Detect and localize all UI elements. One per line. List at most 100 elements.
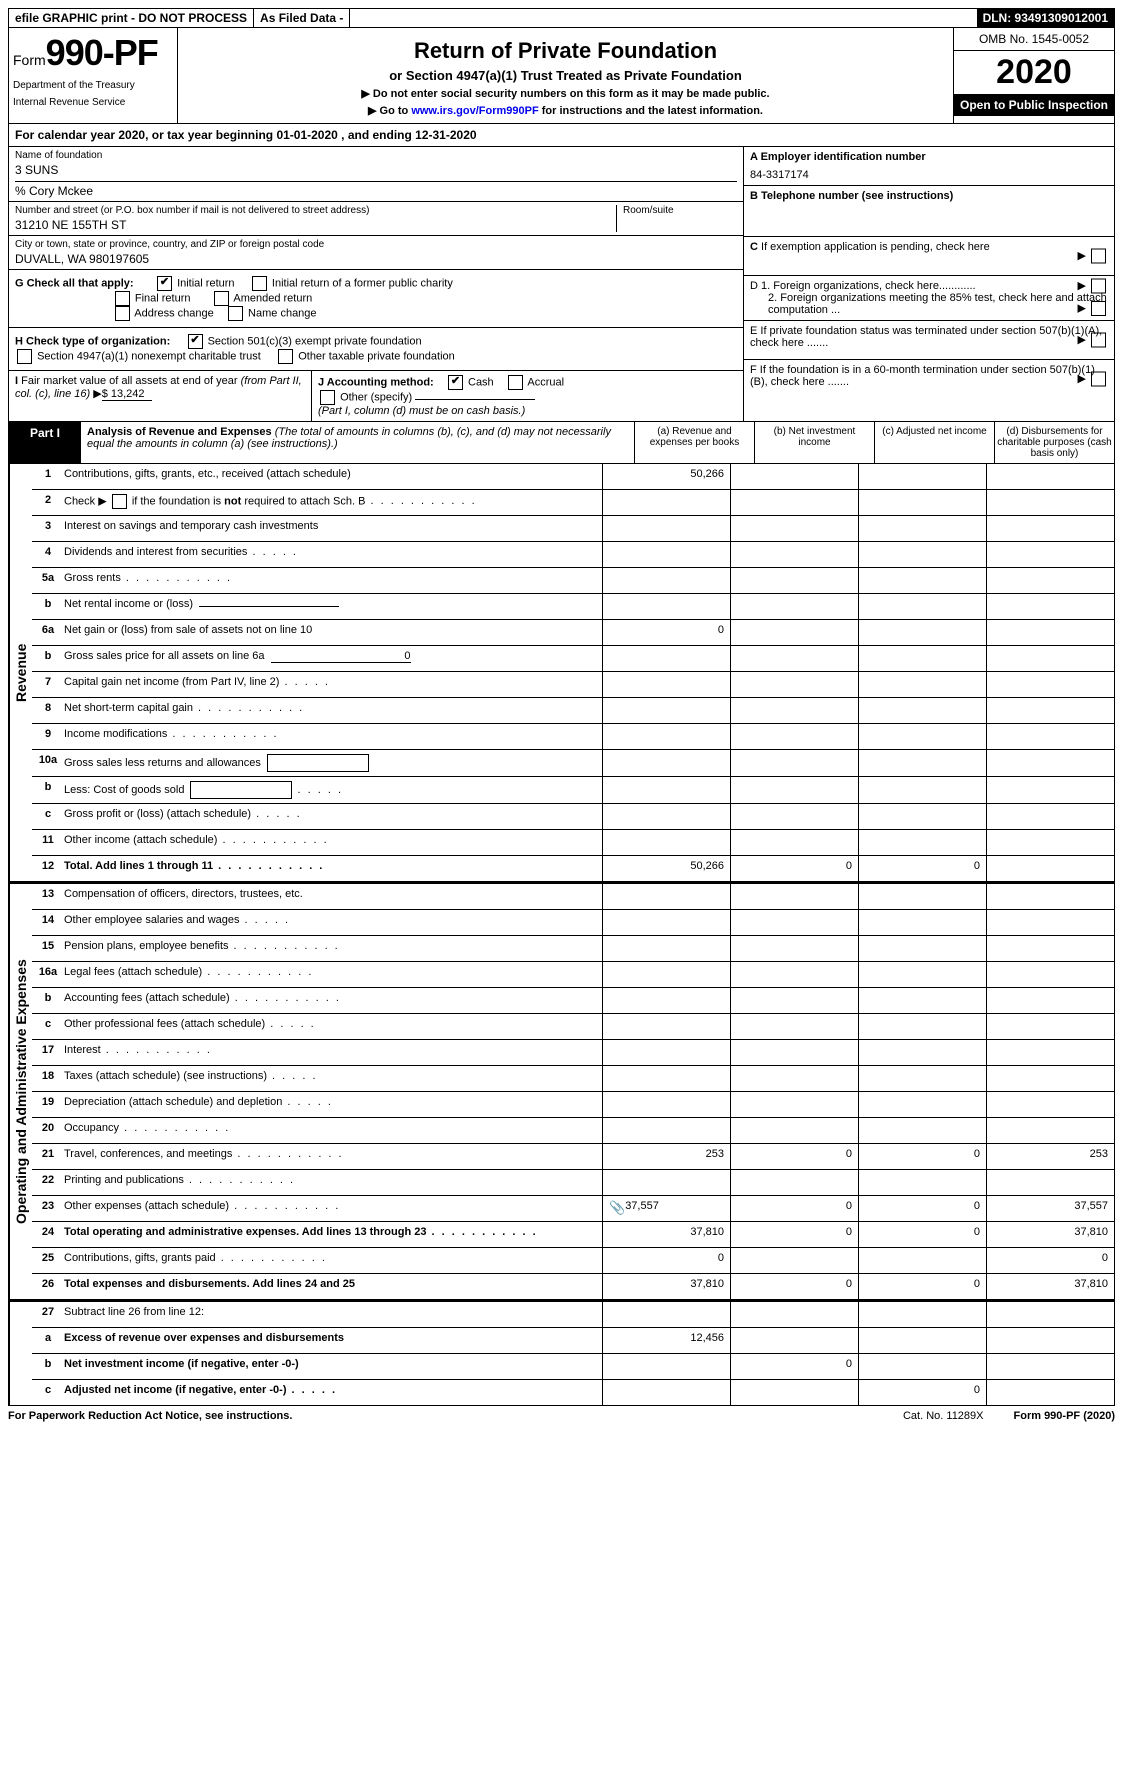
- section-h: H Check type of organization: ✔ Section …: [9, 328, 743, 371]
- checkbox-501c3[interactable]: ✔: [188, 334, 203, 349]
- cell-value: [858, 777, 986, 803]
- row-label: Other expenses (attach schedule): [64, 1196, 602, 1221]
- cell-value: [858, 620, 986, 645]
- cell-value: [858, 646, 986, 671]
- table-row: 8Net short-term capital gain: [32, 698, 1114, 724]
- table-row: 17Interest: [32, 1040, 1114, 1066]
- cell-value: [730, 672, 858, 697]
- cell-value: [986, 884, 1114, 909]
- cell-value: [602, 490, 730, 515]
- irs-link[interactable]: www.irs.gov/Form990PF: [411, 105, 538, 117]
- street-address: 31210 NE 155TH ST: [15, 216, 616, 232]
- table-row: 16aLegal fees (attach schedule): [32, 962, 1114, 988]
- checkbox-f[interactable]: [1091, 372, 1106, 387]
- cell-value: 12,456: [602, 1328, 730, 1353]
- footer-right: Form 990-PF (2020): [1014, 1410, 1116, 1422]
- cell-value: 0: [602, 1248, 730, 1273]
- cell-value: [986, 672, 1114, 697]
- checkbox-e[interactable]: [1091, 333, 1106, 348]
- table-row: 2Check ▶ if the foundation is not requir…: [32, 490, 1114, 516]
- cell-value: [858, 464, 986, 489]
- table-row: 5aGross rents: [32, 568, 1114, 594]
- row-label: Pension plans, employee benefits: [64, 936, 602, 961]
- checkbox-name-change[interactable]: [228, 306, 243, 321]
- cell-value: [602, 884, 730, 909]
- checkbox-initial-former[interactable]: [252, 276, 267, 291]
- cell-value: [730, 1118, 858, 1143]
- expenses-side-label: Operating and Administrative Expenses: [9, 884, 32, 1299]
- cell-value: [858, 988, 986, 1013]
- cell-value: 0: [730, 1144, 858, 1169]
- expenses-table: Operating and Administrative Expenses 13…: [8, 882, 1115, 1300]
- cell-value: [858, 724, 986, 749]
- cell-value: 0: [858, 1222, 986, 1247]
- dept-treasury: Department of the Treasury: [13, 80, 173, 91]
- checkbox-d1[interactable]: [1091, 279, 1106, 294]
- row-number: 5a: [32, 568, 64, 593]
- cell-value: 37,810: [986, 1274, 1114, 1299]
- foundation-name: 3 SUNS: [15, 161, 737, 177]
- row-number: 16a: [32, 962, 64, 987]
- row-number: c: [32, 1014, 64, 1039]
- cell-value: 50,266: [602, 464, 730, 489]
- cell-value: [858, 1248, 986, 1273]
- table-row: 12Total. Add lines 1 through 1150,26600: [32, 856, 1114, 881]
- checkbox-other-taxable[interactable]: [278, 349, 293, 364]
- checkbox-d2[interactable]: [1091, 301, 1106, 316]
- row-label: Accounting fees (attach schedule): [64, 988, 602, 1013]
- cell-value: 0: [986, 1248, 1114, 1273]
- checkbox-amended[interactable]: [214, 291, 229, 306]
- cell-value: [602, 830, 730, 855]
- table-row: 27Subtract line 26 from line 12:: [32, 1302, 1114, 1328]
- cell-value: [730, 1170, 858, 1195]
- row-number: 26: [32, 1274, 64, 1299]
- cell-value: [602, 777, 730, 803]
- checkbox-schb[interactable]: [112, 494, 127, 509]
- cell-value: [986, 988, 1114, 1013]
- row-number: 7: [32, 672, 64, 697]
- checkbox-addr-change[interactable]: [115, 306, 130, 321]
- attachment-icon[interactable]: 📎: [609, 1200, 625, 1216]
- fmv-value: $ 13,242: [102, 388, 152, 401]
- cell-value: 0: [602, 620, 730, 645]
- checkbox-c[interactable]: [1091, 249, 1106, 264]
- row-number: b: [32, 777, 64, 803]
- cell-value: [602, 1170, 730, 1195]
- cell-value: [602, 1302, 730, 1327]
- row-number: 2: [32, 490, 64, 515]
- cell-value: [858, 1092, 986, 1117]
- cell-value: [730, 1092, 858, 1117]
- d1-label: D 1. Foreign organizations, check here..…: [750, 280, 976, 292]
- checkbox-accrual[interactable]: [508, 375, 523, 390]
- c-label: C If exemption application is pending, c…: [750, 241, 990, 253]
- row-label: Legal fees (attach schedule): [64, 962, 602, 987]
- cell-value: [602, 516, 730, 541]
- checkbox-final-return[interactable]: [115, 291, 130, 306]
- row-number: 15: [32, 936, 64, 961]
- cell-value: [858, 1066, 986, 1091]
- checkbox-other-method[interactable]: [320, 390, 335, 405]
- row-number: 22: [32, 1170, 64, 1195]
- cell-value: [730, 1248, 858, 1273]
- part1-title: Analysis of Revenue and Expenses: [87, 426, 272, 438]
- checkbox-cash[interactable]: ✔: [448, 375, 463, 390]
- checkbox-initial-return[interactable]: ✔: [157, 276, 172, 291]
- cell-value: [858, 1118, 986, 1143]
- table-row: 4Dividends and interest from securities: [32, 542, 1114, 568]
- cell-value: [602, 1118, 730, 1143]
- cell-value: [986, 542, 1114, 567]
- cell-value: [986, 1302, 1114, 1327]
- row-label: Gross rents: [64, 568, 602, 593]
- cell-value: [730, 646, 858, 671]
- row-number: 11: [32, 830, 64, 855]
- cell-value: [986, 830, 1114, 855]
- footer-left: For Paperwork Reduction Act Notice, see …: [8, 1410, 292, 1422]
- row-number: 20: [32, 1118, 64, 1143]
- table-row: 1Contributions, gifts, grants, etc., rec…: [32, 464, 1114, 490]
- cell-value: [730, 464, 858, 489]
- checkbox-4947[interactable]: [17, 349, 32, 364]
- cell-value: 0: [858, 1380, 986, 1405]
- cell-value: [986, 1354, 1114, 1379]
- row-label: Net rental income or (loss): [64, 594, 602, 619]
- cell-value: [730, 1328, 858, 1353]
